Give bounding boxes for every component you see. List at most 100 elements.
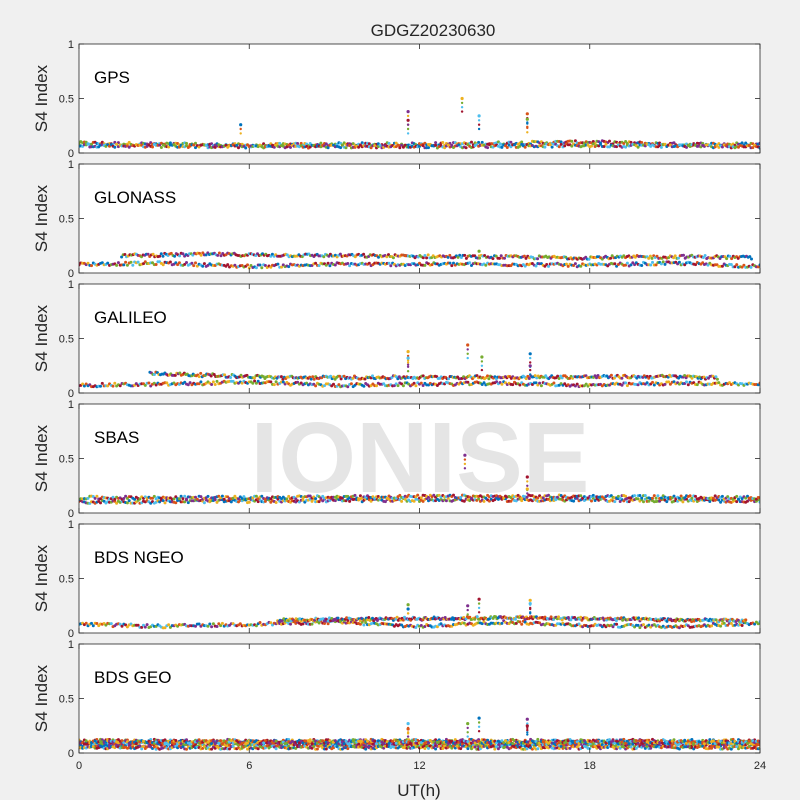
data-point (190, 261, 194, 265)
data-point (391, 256, 395, 260)
data-point (744, 141, 748, 145)
data-point (345, 616, 349, 620)
data-point (505, 146, 509, 149)
data-point (197, 375, 201, 379)
data-point (459, 256, 463, 259)
data-point (668, 382, 672, 386)
data-point (412, 499, 416, 503)
data-point (298, 617, 302, 621)
data-point (711, 496, 715, 500)
data-point (538, 381, 542, 385)
data-point (722, 621, 726, 625)
data-point (272, 383, 276, 387)
outlier-point (526, 126, 529, 130)
outlier-point (239, 123, 243, 127)
data-point (740, 141, 744, 145)
data-point (260, 266, 264, 270)
data-point (523, 617, 527, 621)
data-point (185, 261, 188, 264)
data-point (511, 383, 515, 387)
data-point (308, 494, 312, 498)
data-point (167, 623, 171, 627)
data-point (572, 499, 576, 503)
data-point (217, 251, 221, 255)
outlier-point (466, 352, 469, 355)
data-point (293, 619, 297, 623)
data-point (604, 142, 608, 146)
outlier-point (477, 119, 481, 122)
data-point (296, 142, 300, 145)
data-point (215, 500, 219, 504)
data-point (427, 495, 430, 499)
data-point (211, 380, 215, 384)
data-point (557, 145, 561, 149)
data-point (127, 145, 131, 149)
data-point (371, 374, 374, 378)
data-point (621, 618, 625, 622)
data-point (289, 622, 292, 626)
data-point (173, 254, 177, 258)
outlier-point (406, 365, 410, 368)
data-point (439, 622, 443, 626)
data-point (599, 142, 602, 146)
panel-label: SBAS (94, 428, 139, 447)
data-point (115, 501, 119, 505)
data-point (548, 143, 552, 147)
data-point (457, 143, 461, 147)
data-point (231, 496, 235, 500)
data-point (314, 384, 318, 388)
data-point (151, 145, 154, 149)
data-point (86, 261, 90, 265)
data-point (369, 146, 373, 150)
data-point (91, 624, 95, 628)
data-point (351, 376, 355, 380)
data-point (434, 143, 438, 147)
data-point (715, 144, 719, 147)
y-tick-label: 1 (68, 279, 74, 291)
data-point (188, 381, 192, 385)
data-point (559, 142, 563, 146)
data-point (579, 494, 583, 498)
data-point (118, 384, 122, 388)
data-point (251, 381, 255, 385)
data-point (466, 380, 470, 384)
y-axis-label: S4 Index (32, 544, 51, 612)
data-point (423, 625, 427, 628)
data-point (579, 264, 583, 268)
outlier-point (406, 359, 410, 362)
data-point (538, 621, 542, 625)
data-point (219, 254, 223, 258)
series-markers (79, 96, 760, 150)
data-point (125, 263, 129, 267)
data-point (163, 626, 167, 630)
data-point (534, 381, 538, 385)
data-point (366, 618, 370, 622)
data-point (744, 496, 748, 500)
data-point (161, 499, 165, 503)
data-point (573, 139, 577, 143)
data-point (181, 497, 185, 501)
data-point (482, 381, 486, 385)
outlier-point (529, 368, 532, 372)
plot-area (79, 44, 760, 153)
outlier-point (460, 106, 464, 109)
outlier-point (480, 355, 484, 359)
data-point (396, 143, 400, 147)
data-point (360, 620, 364, 624)
data-point (656, 494, 660, 498)
outlier-point (406, 361, 410, 364)
data-point (287, 265, 291, 269)
data-point (206, 494, 210, 498)
data-point (477, 140, 481, 144)
data-point (638, 494, 642, 497)
data-point (312, 377, 316, 381)
data-point (470, 264, 473, 267)
data-point (451, 616, 455, 620)
data-point (719, 624, 723, 628)
data-point (183, 262, 187, 266)
data-point (127, 140, 131, 144)
y-tick-label: 1 (68, 159, 74, 171)
data-point (682, 253, 685, 257)
y-tick-label: 0.5 (59, 574, 74, 586)
